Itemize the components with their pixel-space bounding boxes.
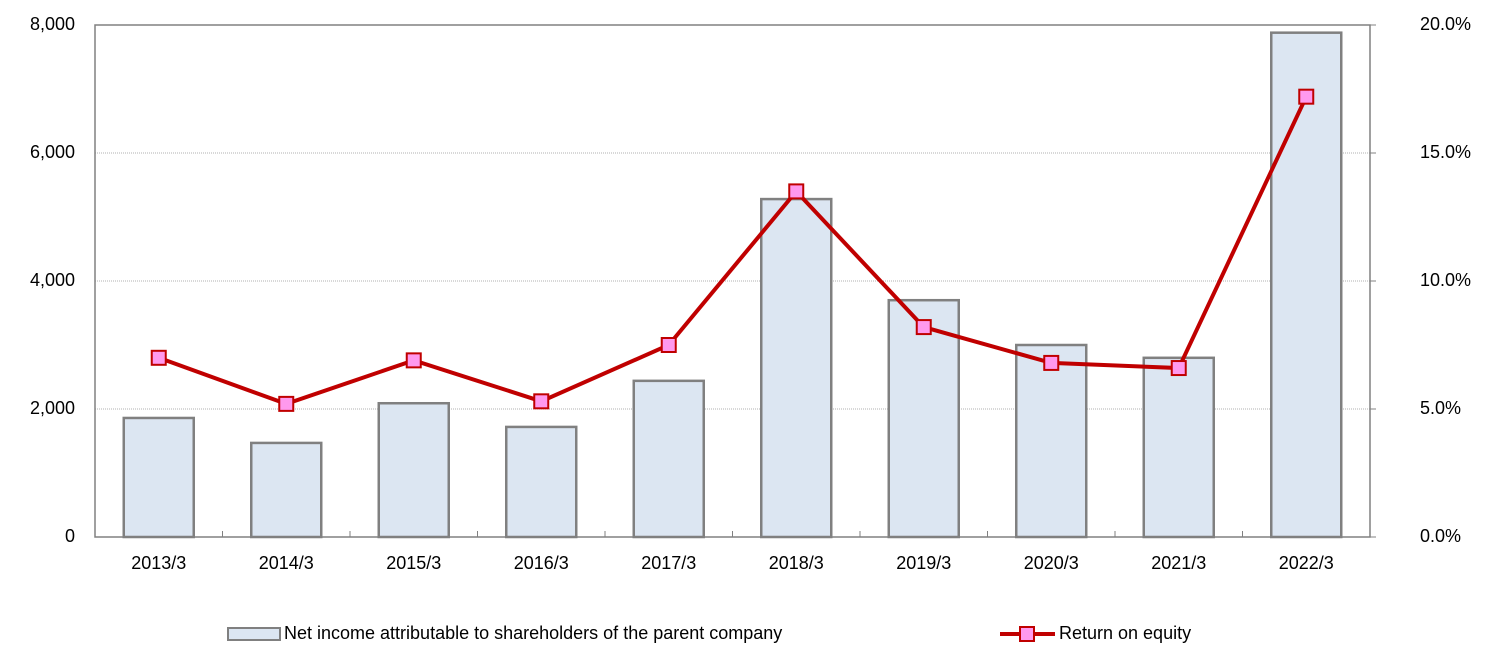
bar [505,425,578,539]
y2-tick-label: 20.0% [1420,14,1471,34]
marker [278,395,295,412]
x-tick-label: 2021/3 [1151,553,1206,573]
y-tick-label: 0 [65,526,75,546]
line [158,95,1309,406]
marker [915,319,932,336]
marker [660,337,677,353]
bar [887,298,960,539]
legend-label: Return on equity [1059,623,1191,643]
marker [533,393,550,410]
y2-tick-label: 15.0% [1420,142,1471,162]
y2-tick-label: 5.0% [1420,398,1461,418]
x-tick-label: 2019/3 [896,553,951,573]
marker [788,183,805,200]
marker [1298,88,1315,105]
marker [1170,360,1187,377]
x-tick-label: 2015/3 [386,553,441,573]
marker [405,352,422,369]
y2-tick-label: 10.0% [1420,270,1471,290]
y2-tick-label: 0.0% [1420,526,1461,546]
x-tick-label: 2022/3 [1279,553,1334,573]
bar [250,441,323,539]
legend-label: Net income attributable to shareholders … [284,623,782,643]
y-tick-label: 4,000 [30,270,75,290]
marker [150,349,167,366]
marker [1043,354,1060,371]
x-tick-label: 2013/3 [131,553,186,573]
bar [1270,31,1343,539]
legend-swatch [227,627,281,641]
y-tick-label: 6,000 [30,142,75,162]
bar [1015,343,1088,539]
x-tick-label: 2016/3 [514,553,569,573]
x-tick-label: 2017/3 [641,553,696,573]
x-tick-label: 2018/3 [769,553,824,573]
bar [760,197,833,539]
bar [122,416,195,539]
y-tick-label: 8,000 [30,14,75,34]
legend-marker [1019,626,1035,642]
y-tick-label: 2,000 [30,398,75,418]
bar [1142,356,1215,539]
x-tick-label: 2014/3 [259,553,314,573]
bar [632,379,705,539]
x-tick-label: 2020/3 [1024,553,1079,573]
bar [377,401,450,539]
